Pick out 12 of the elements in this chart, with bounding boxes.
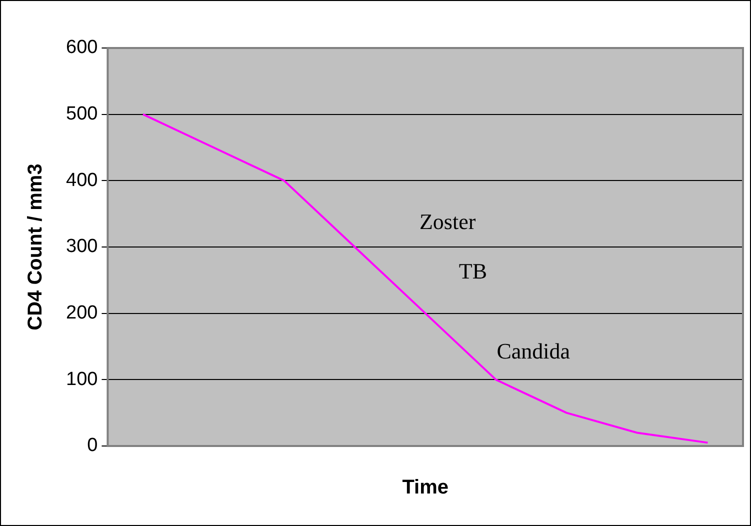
annotation: Candida [496,338,570,364]
y-tick-label: 200 [66,302,98,324]
y-tick-label: 300 [66,236,98,258]
y-tick-label: 500 [66,104,98,125]
annotation: TB [458,258,488,284]
annotation: Zoster [419,208,476,234]
y-tick-label: 400 [66,170,98,191]
y-tick-label: 100 [66,368,98,390]
y-axis-title: CD4 Count / mm3 [24,164,47,330]
x-axis-title: Time [402,476,449,499]
y-tick-label: 600 [66,37,98,58]
y-tick-label: 0 [87,435,98,456]
